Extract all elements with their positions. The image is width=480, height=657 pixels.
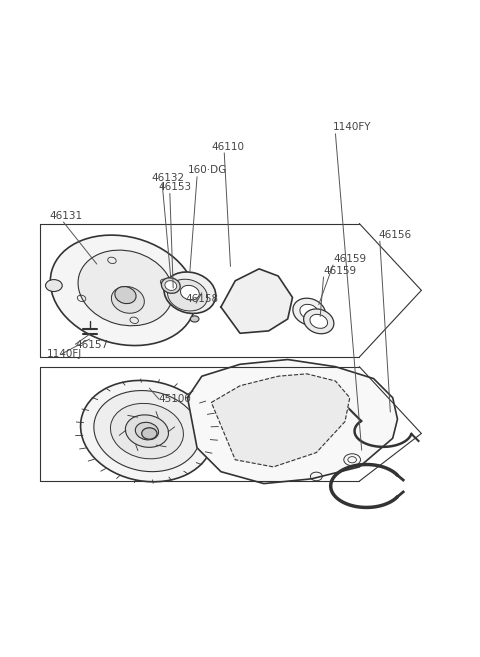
Text: 1140FJ: 1140FJ [47, 349, 82, 359]
Text: 46159: 46159 [333, 254, 366, 263]
Ellipse shape [50, 235, 196, 346]
Polygon shape [221, 269, 292, 333]
Text: 46110: 46110 [211, 141, 244, 152]
Ellipse shape [232, 285, 274, 319]
Ellipse shape [300, 304, 319, 319]
Text: 46156: 46156 [378, 230, 411, 240]
Text: 46157: 46157 [75, 340, 108, 350]
Ellipse shape [115, 286, 136, 304]
Ellipse shape [304, 309, 334, 334]
Ellipse shape [94, 390, 200, 472]
Text: 46131: 46131 [49, 211, 82, 221]
Ellipse shape [293, 298, 325, 325]
Ellipse shape [180, 285, 199, 300]
Ellipse shape [78, 250, 173, 326]
Text: 46159: 46159 [324, 265, 357, 276]
Text: 46153: 46153 [159, 182, 192, 192]
Ellipse shape [191, 316, 199, 322]
Ellipse shape [310, 314, 327, 328]
Ellipse shape [111, 286, 144, 313]
Text: 1140FY: 1140FY [333, 122, 372, 133]
Text: 160·DG: 160·DG [188, 166, 227, 175]
Ellipse shape [142, 428, 157, 440]
Text: 46158: 46158 [185, 294, 218, 304]
Ellipse shape [168, 279, 207, 311]
Ellipse shape [46, 280, 62, 292]
Ellipse shape [323, 447, 329, 453]
Ellipse shape [319, 445, 333, 455]
Ellipse shape [125, 415, 168, 447]
Ellipse shape [135, 422, 158, 440]
Polygon shape [188, 359, 397, 484]
Ellipse shape [110, 403, 183, 459]
Ellipse shape [81, 380, 213, 482]
Ellipse shape [165, 281, 177, 290]
Text: 45100: 45100 [159, 394, 192, 405]
Polygon shape [211, 374, 350, 467]
Text: 46132: 46132 [152, 173, 185, 183]
Ellipse shape [164, 272, 216, 313]
Ellipse shape [161, 278, 180, 293]
